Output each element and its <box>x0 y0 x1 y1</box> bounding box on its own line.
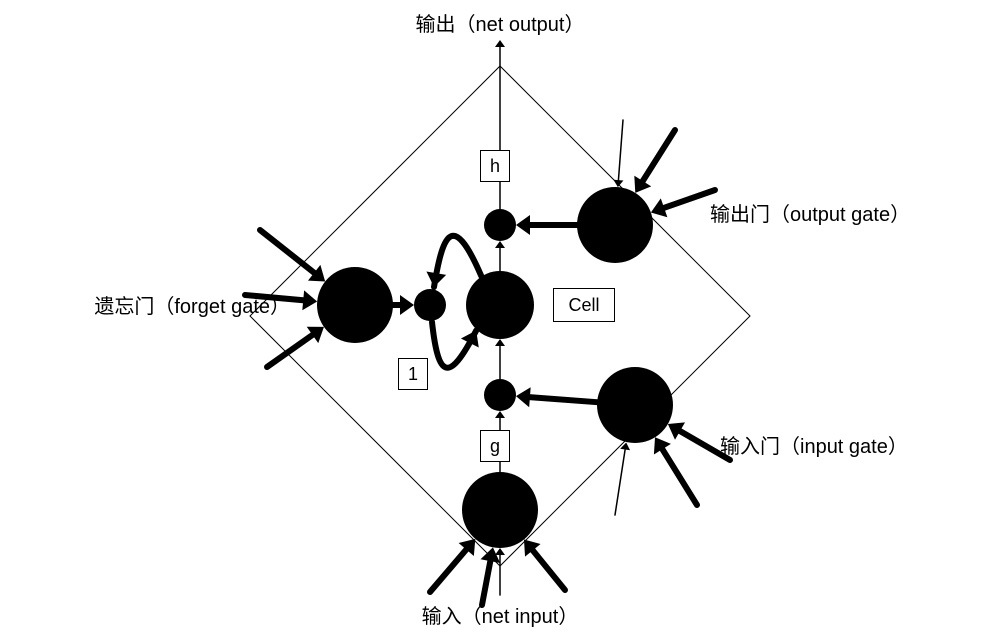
ext-netin-1-line <box>430 545 470 592</box>
arrow-forget-to-mult-head <box>400 295 414 315</box>
ext-netin-3-line <box>529 546 565 590</box>
ext-forget-3-line <box>267 332 317 367</box>
axis-multout-to-top-head <box>495 40 505 47</box>
arrow-inputgate-to-mult-head <box>516 387 531 407</box>
node-mult-input <box>484 379 516 411</box>
ext-output-2-line <box>659 190 715 210</box>
box-g: g <box>480 430 510 462</box>
axis-cell-to-multout-head <box>495 241 505 248</box>
curve-cell-to-multforget-head <box>426 272 446 287</box>
ext-forget-1-line <box>260 230 319 276</box>
label-forget-gate: 遗忘门（forget gate） <box>94 290 290 319</box>
box-one: 1 <box>398 358 428 390</box>
node-output-gate <box>577 187 653 263</box>
axis-in-to-node-head <box>495 548 505 555</box>
ext-output-3-line <box>618 120 623 183</box>
node-mult-forget <box>414 289 446 321</box>
curve-multforget-to-cell-curve <box>432 322 476 368</box>
arrow-inputgate-to-mult-line <box>524 397 597 402</box>
label-input-gate: 输入门（input gate） <box>720 430 908 459</box>
box-h: h <box>480 150 510 182</box>
ext-output-3-head <box>613 180 623 187</box>
ext-forget-2-head <box>302 290 317 310</box>
ext-output-1-line <box>640 130 675 186</box>
axis-node-to-multin-head <box>495 411 505 418</box>
node-mult-output <box>484 209 516 241</box>
ext-netin-2-line <box>482 556 491 605</box>
label-net-input: 输入（net input） <box>0 600 1000 629</box>
arrow-outputgate-to-mult-head <box>516 215 530 235</box>
node-net-input <box>462 472 538 548</box>
label-net-output: 输出（net output） <box>0 8 1000 37</box>
axis-multin-to-cell-head <box>495 339 505 346</box>
node-input-gate <box>597 367 673 443</box>
ext-input-2-line <box>659 444 697 505</box>
label-output-gate: 输出门（output gate） <box>710 198 910 227</box>
node-forget-gate <box>317 267 393 343</box>
box-cell: Cell <box>553 288 615 322</box>
ext-input-3-line <box>615 447 626 515</box>
